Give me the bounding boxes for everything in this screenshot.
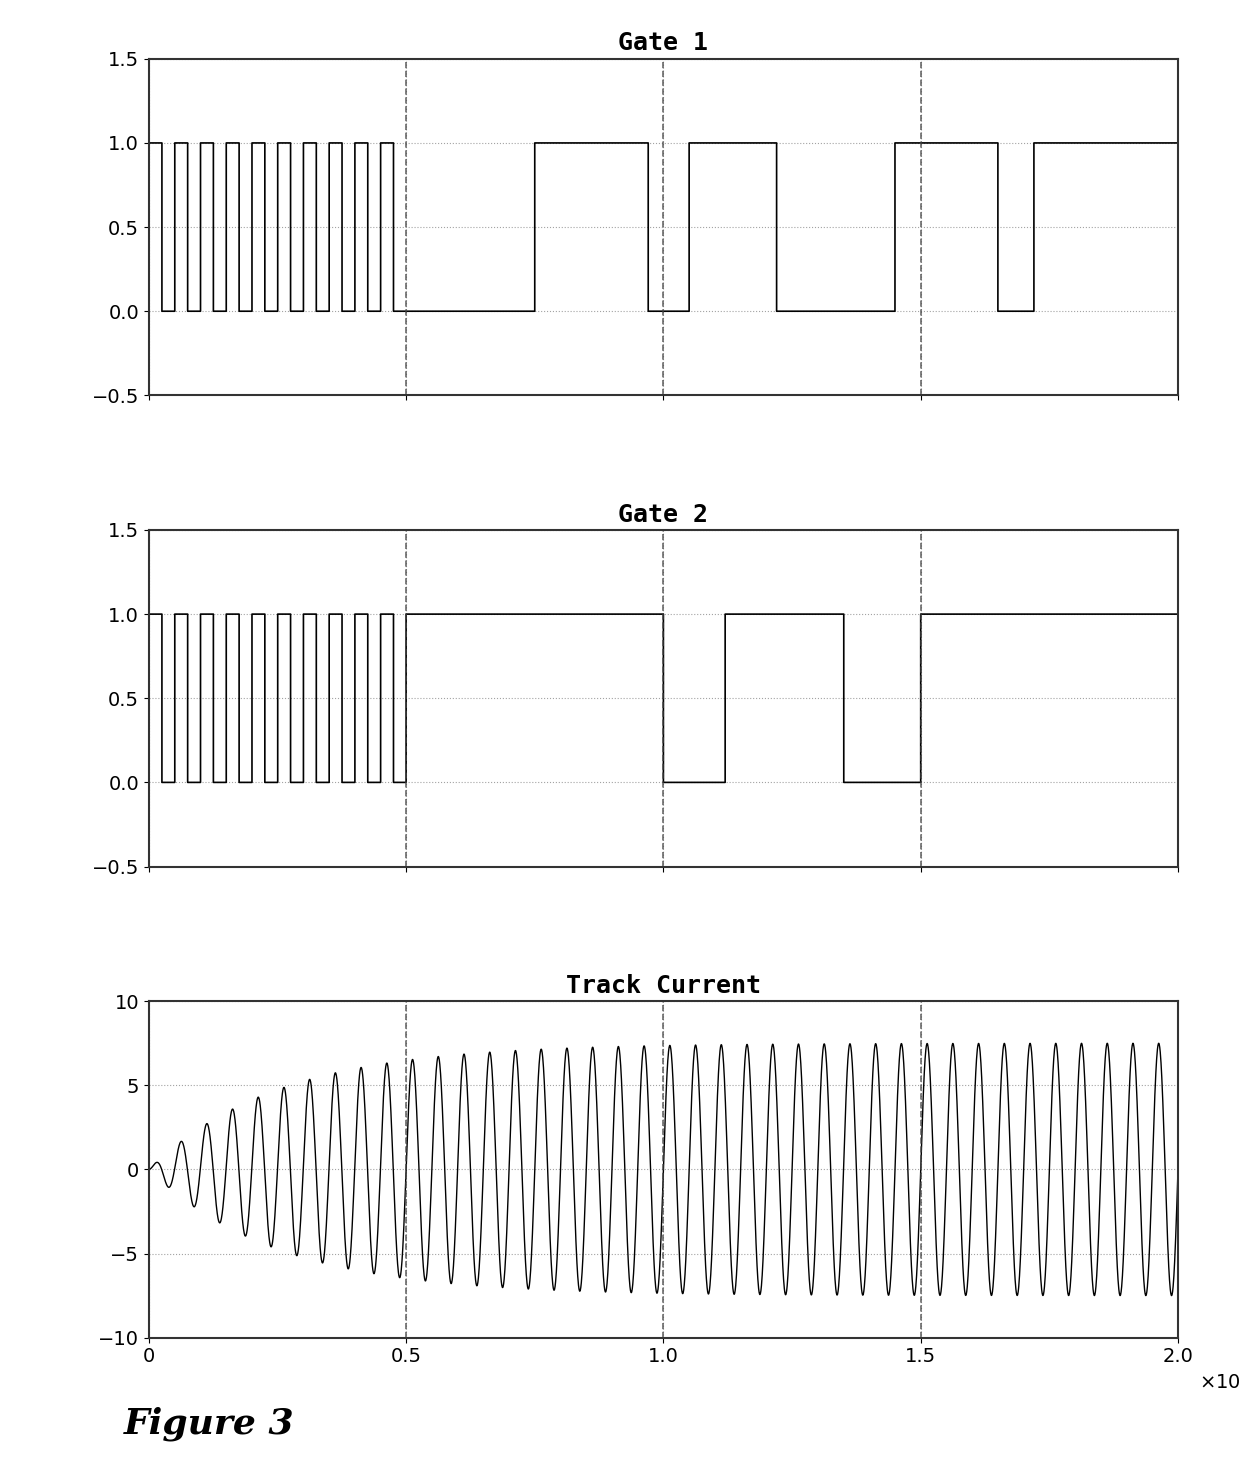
Text: $\times10^{-3}$: $\times10^{-3}$	[1199, 1372, 1240, 1394]
Title: Track Current: Track Current	[565, 973, 761, 998]
Text: Figure 3: Figure 3	[124, 1407, 295, 1441]
Title: Gate 2: Gate 2	[619, 503, 708, 526]
Title: Gate 1: Gate 1	[619, 31, 708, 56]
